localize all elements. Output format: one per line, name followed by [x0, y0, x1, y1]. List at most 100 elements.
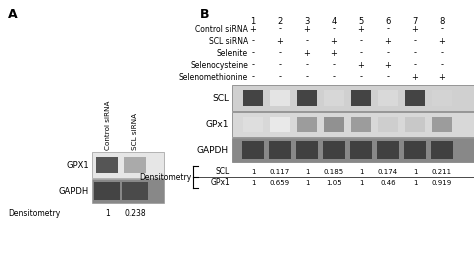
- Bar: [431, 141, 453, 159]
- Text: 4: 4: [331, 17, 337, 26]
- Bar: [350, 141, 372, 159]
- Text: Selenite: Selenite: [217, 49, 248, 58]
- Text: 1: 1: [305, 180, 309, 186]
- Text: 1: 1: [359, 180, 363, 186]
- Text: GPX1: GPX1: [66, 161, 89, 170]
- Text: 0.919: 0.919: [432, 180, 452, 186]
- Text: -: -: [279, 73, 282, 82]
- Text: 1: 1: [413, 180, 417, 186]
- Text: 2: 2: [277, 17, 283, 26]
- Bar: [432, 90, 452, 106]
- Bar: [351, 90, 371, 106]
- Bar: [92, 179, 164, 203]
- Text: 0.211: 0.211: [432, 169, 452, 175]
- Text: -: -: [386, 25, 390, 34]
- Text: +: +: [303, 25, 310, 34]
- Text: +: +: [438, 37, 446, 46]
- Text: 0.174: 0.174: [378, 169, 398, 175]
- Text: 1: 1: [251, 169, 255, 175]
- Text: -: -: [413, 37, 417, 46]
- Text: -: -: [252, 73, 255, 82]
- Bar: [351, 117, 371, 132]
- Bar: [96, 157, 118, 173]
- Text: 0.659: 0.659: [270, 180, 290, 186]
- Bar: [297, 117, 317, 132]
- Text: 1: 1: [413, 169, 417, 175]
- Text: 1.05: 1.05: [326, 180, 342, 186]
- Text: SCL siRNA: SCL siRNA: [209, 37, 248, 46]
- Text: -: -: [332, 61, 336, 70]
- Text: -: -: [440, 49, 444, 58]
- Text: -: -: [252, 37, 255, 46]
- Text: +: +: [250, 25, 256, 34]
- Text: 1: 1: [106, 209, 110, 218]
- Text: SCL siRNA: SCL siRNA: [132, 113, 138, 150]
- Text: -: -: [306, 37, 309, 46]
- Bar: [232, 85, 474, 111]
- Bar: [432, 117, 452, 132]
- Text: 3: 3: [304, 17, 310, 26]
- Text: Selenomethionine: Selenomethionine: [179, 73, 248, 82]
- Text: -: -: [306, 61, 309, 70]
- Bar: [94, 182, 120, 200]
- Text: 1: 1: [359, 169, 363, 175]
- Bar: [92, 152, 164, 178]
- Bar: [243, 90, 263, 106]
- Text: 6: 6: [385, 17, 391, 26]
- Bar: [243, 117, 263, 132]
- Bar: [124, 157, 146, 173]
- Bar: [242, 141, 264, 159]
- Text: -: -: [413, 61, 417, 70]
- Bar: [324, 90, 344, 106]
- Text: -: -: [359, 37, 363, 46]
- Text: 8: 8: [439, 17, 445, 26]
- Bar: [405, 117, 425, 132]
- Bar: [297, 90, 317, 106]
- Text: 5: 5: [358, 17, 364, 26]
- Text: 0.238: 0.238: [124, 209, 146, 218]
- Text: 7: 7: [412, 17, 418, 26]
- Text: -: -: [440, 61, 444, 70]
- Text: +: +: [384, 61, 392, 70]
- Bar: [122, 182, 148, 200]
- Bar: [405, 90, 425, 106]
- Text: -: -: [252, 61, 255, 70]
- Text: +: +: [330, 49, 337, 58]
- Bar: [404, 141, 426, 159]
- Text: 0.185: 0.185: [324, 169, 344, 175]
- Text: +: +: [303, 49, 310, 58]
- Text: GPx1: GPx1: [206, 120, 229, 129]
- Bar: [296, 141, 318, 159]
- Text: Control siRNA: Control siRNA: [195, 25, 248, 34]
- Text: SCL: SCL: [216, 167, 230, 176]
- Bar: [270, 90, 290, 106]
- Text: 1: 1: [305, 169, 309, 175]
- Bar: [324, 117, 344, 132]
- Text: Selenocysteine: Selenocysteine: [190, 61, 248, 70]
- Text: -: -: [279, 61, 282, 70]
- Text: -: -: [440, 25, 444, 34]
- Text: Densitometry: Densitometry: [140, 173, 192, 182]
- Text: 1: 1: [250, 17, 255, 26]
- Text: SCL: SCL: [212, 94, 229, 103]
- Text: -: -: [279, 25, 282, 34]
- Text: -: -: [386, 73, 390, 82]
- Text: Control siRNA: Control siRNA: [105, 100, 111, 150]
- Text: Densitometry: Densitometry: [8, 209, 60, 218]
- Text: -: -: [252, 49, 255, 58]
- Text: +: +: [357, 61, 365, 70]
- Text: 0.117: 0.117: [270, 169, 290, 175]
- Text: B: B: [200, 8, 210, 21]
- Text: +: +: [384, 37, 392, 46]
- Bar: [269, 141, 291, 159]
- Text: A: A: [8, 8, 18, 21]
- Text: +: +: [330, 37, 337, 46]
- Text: +: +: [438, 73, 446, 82]
- Text: -: -: [413, 49, 417, 58]
- Text: -: -: [386, 49, 390, 58]
- Text: GAPDH: GAPDH: [59, 186, 89, 195]
- Bar: [377, 141, 399, 159]
- Text: +: +: [411, 25, 419, 34]
- Text: 0.46: 0.46: [380, 180, 396, 186]
- Text: -: -: [359, 49, 363, 58]
